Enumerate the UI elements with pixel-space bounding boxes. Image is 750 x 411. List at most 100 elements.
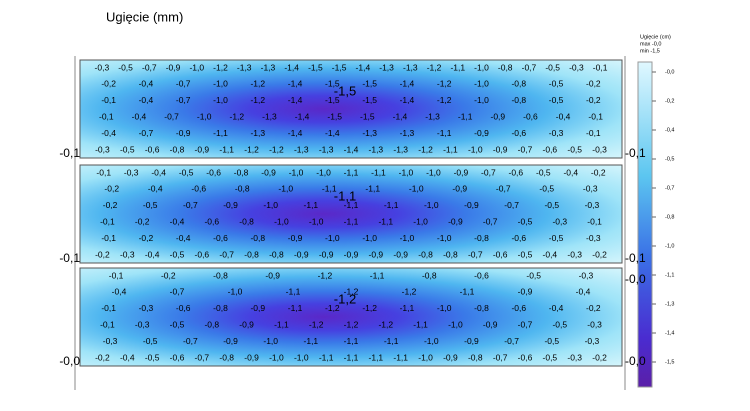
contour-label: -1,1 xyxy=(371,167,386,177)
contour-label: -0,6 xyxy=(195,249,210,259)
contour-label: -1,5 xyxy=(325,79,340,89)
contour-label: -0,9 xyxy=(448,216,463,226)
legend-label: -0,7 xyxy=(665,185,674,191)
contour-label: -0,9 xyxy=(490,111,505,121)
contour-label: -0,3 xyxy=(592,144,607,154)
contour-label: -0,6 xyxy=(523,111,538,121)
contour-label: -1,0 xyxy=(424,200,439,210)
contour-label: -1,2 xyxy=(318,270,333,280)
contour-label: -0,6 xyxy=(543,144,558,154)
contour-label: -0,6 xyxy=(509,167,524,177)
contour-label: -0,7 xyxy=(518,144,533,154)
contour-label: -1,2 xyxy=(402,287,417,297)
contour-label: -0,9 xyxy=(239,319,254,329)
contour-label: -0,1 xyxy=(96,167,111,177)
contour-label: -0,8 xyxy=(468,352,483,362)
contour-label: -0,6 xyxy=(204,216,219,226)
contour-label: -0,8 xyxy=(239,216,254,226)
contour-label: -1,3 xyxy=(262,111,277,121)
contour-label: -1,0 xyxy=(325,233,340,243)
contour-label: -0,2 xyxy=(103,200,118,210)
contour-label: -0,8 xyxy=(170,144,185,154)
legend-header: Ugięcie (cm) xyxy=(640,34,671,40)
contour-label: -1,3 xyxy=(400,128,415,138)
legend-label: -0,8 xyxy=(665,214,674,220)
contour-label: -0,1 xyxy=(99,111,114,121)
contour-label: -0,9 xyxy=(294,249,309,259)
contour-label: -1,1 xyxy=(219,144,234,154)
contour-label: -0,5 xyxy=(549,79,564,89)
contour-label: -1,0 xyxy=(437,303,452,313)
contour-label: -1,2 xyxy=(309,319,324,329)
contour-label: -0,4 xyxy=(556,111,571,121)
contour-label: -1,1 xyxy=(322,184,337,194)
contour-label: -0,6 xyxy=(511,128,526,138)
contour-label: -1,0 xyxy=(424,336,439,346)
contour-label: -0,6 xyxy=(213,233,228,243)
contour-label: -0,6 xyxy=(145,144,160,154)
contour-label: -0,7 xyxy=(176,79,191,89)
contour-label: -1,0 xyxy=(197,111,212,121)
contour-label: -1,0 xyxy=(437,233,452,243)
contour-label: -0,9 xyxy=(319,249,334,259)
contour-label: -0,3 xyxy=(120,249,135,259)
contour-label: -1,1 xyxy=(413,319,428,329)
contour-label: -1,1 xyxy=(344,216,359,226)
contour-label: -0,7 xyxy=(483,216,498,226)
contour-label: -1,2 xyxy=(418,144,433,154)
contour-label: -1,0 xyxy=(213,79,228,89)
contour-label: -0,4 xyxy=(176,233,191,243)
contour-label: -0,7 xyxy=(183,200,198,210)
contour-label: -1,1 xyxy=(384,336,399,346)
contour-label: -1,0 xyxy=(468,144,483,154)
contour-label: -0,2 xyxy=(586,79,601,89)
contour-label: -0,9 xyxy=(288,233,303,243)
contour-label: -0,5 xyxy=(552,319,567,329)
contour-label: -0,1 xyxy=(588,111,603,121)
contour-label: -1,4 xyxy=(284,62,299,72)
contour-label: -0,6 xyxy=(191,184,206,194)
contour-label: -0,9 xyxy=(452,184,467,194)
contour-label: -0,9 xyxy=(265,270,280,280)
contour-label: -0,6 xyxy=(493,249,508,259)
legend-label: -1,4 xyxy=(665,330,674,336)
contour-label: -0,4 xyxy=(112,287,127,297)
contour-label: -0,7 xyxy=(183,336,198,346)
contour-label: -0,5 xyxy=(170,249,185,259)
contour-label: -1,2 xyxy=(269,144,284,154)
contour-label: -1,0 xyxy=(426,167,441,177)
contour-label: -1,2 xyxy=(344,287,359,297)
legend-header: min -1,5 xyxy=(640,48,660,54)
contour-label: -1,4 xyxy=(288,95,303,105)
contour-label: -1,3 xyxy=(250,128,265,138)
contour-label: -1,0 xyxy=(278,184,293,194)
contour-label: -1,1 xyxy=(437,128,452,138)
contour-label: -1,0 xyxy=(263,336,278,346)
contour-label: -0,4 xyxy=(139,79,154,89)
contour-label: -0,9 xyxy=(223,336,238,346)
slab xyxy=(79,267,623,367)
contour-label: -1,0 xyxy=(474,79,489,89)
contour-label: -0,4 xyxy=(120,352,135,362)
contour-label: -1,3 xyxy=(237,62,252,72)
contour-label: -0,1 xyxy=(101,233,116,243)
contour-label: -0,7 xyxy=(496,184,511,194)
contour-label: -0,2 xyxy=(95,352,110,362)
contour-label: -0,5 xyxy=(179,167,194,177)
contour-label: -0,8 xyxy=(234,167,249,177)
contour-label: -1,1 xyxy=(370,270,385,280)
contour-label: -0,5 xyxy=(549,233,564,243)
contour-label: -0,8 xyxy=(219,352,234,362)
contour-label: -1,4 xyxy=(400,79,415,89)
contour-label: -1,1 xyxy=(344,352,359,362)
contour-label: -0,5 xyxy=(539,184,554,194)
contour-label: -0,1 xyxy=(101,95,116,105)
contour-label: -0,9 xyxy=(493,144,508,154)
contour-label: -0,5 xyxy=(120,144,135,154)
contour-label: -0,3 xyxy=(585,200,600,210)
contour-label: -0,3 xyxy=(103,336,118,346)
contour-label: -0,7 xyxy=(481,167,496,177)
contour-label: -1,0 xyxy=(399,167,414,177)
contour-label: -1,5 xyxy=(325,95,340,105)
contour-label: -1,1 xyxy=(458,111,473,121)
